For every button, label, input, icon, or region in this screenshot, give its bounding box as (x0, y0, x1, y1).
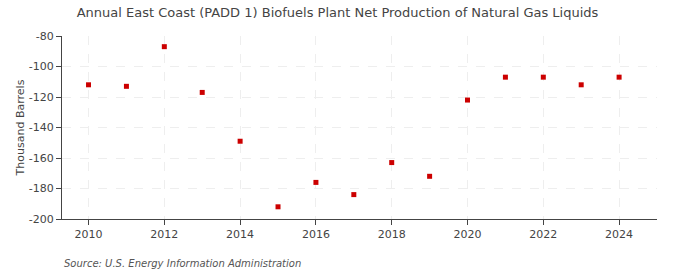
svg-text:2016: 2016 (302, 228, 330, 241)
svg-text:-180: -180 (29, 182, 54, 195)
svg-text:2022: 2022 (529, 228, 557, 241)
svg-text:2020: 2020 (454, 228, 482, 241)
svg-text:-160: -160 (29, 152, 54, 165)
svg-text:-120: -120 (29, 91, 54, 104)
svg-text:2024: 2024 (605, 228, 633, 241)
svg-text:-100: -100 (29, 60, 54, 73)
svg-text:Annual East Coast (PADD 1) Bio: Annual East Coast (PADD 1) Biofuels Plan… (77, 5, 599, 20)
svg-text:-200: -200 (29, 213, 54, 226)
svg-text:-140: -140 (29, 121, 54, 134)
svg-text:Thousand Barrels: Thousand Barrels (14, 79, 27, 176)
svg-text:2014: 2014 (226, 228, 254, 241)
svg-text:2010: 2010 (75, 228, 103, 241)
svg-text:Source: U.S. Energy Informatio: Source: U.S. Energy Information Administ… (64, 258, 301, 269)
svg-text:2018: 2018 (378, 228, 406, 241)
svg-text:2012: 2012 (150, 228, 178, 241)
svg-text:-80: -80 (36, 30, 54, 43)
